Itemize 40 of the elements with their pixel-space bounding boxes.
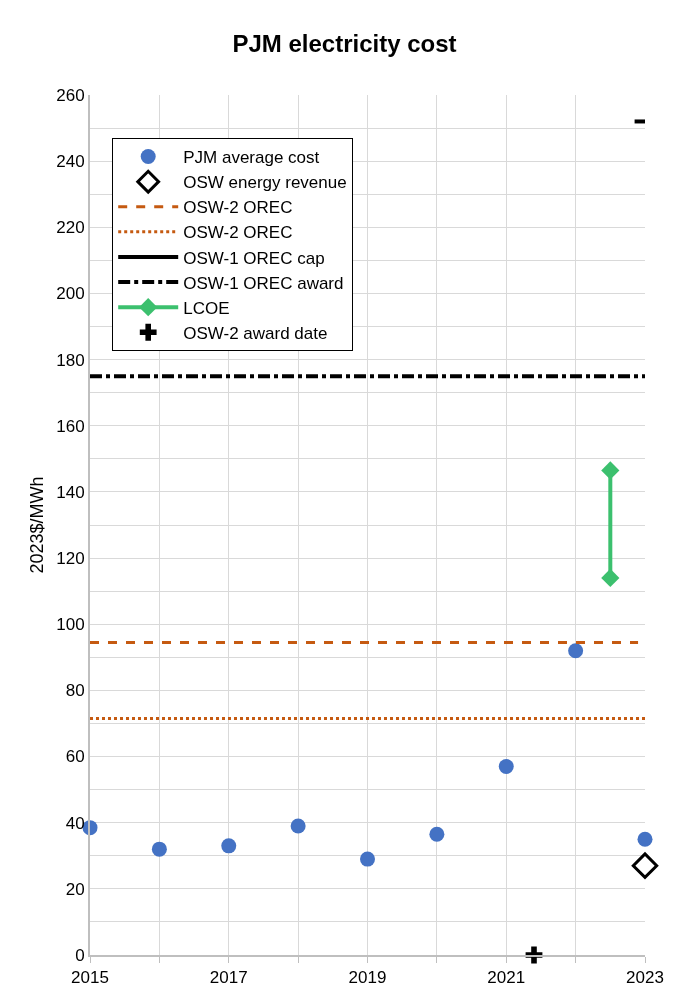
y-tick-label: 260 <box>56 85 85 105</box>
y-tick-label: 40 <box>65 813 85 833</box>
y-tick-label: 180 <box>56 350 85 370</box>
legend-label: OSW-2 award date <box>183 323 328 343</box>
y-tick-label: 200 <box>56 284 85 304</box>
legend-label: PJM average cost <box>183 148 320 168</box>
point <box>360 851 375 867</box>
legend-label: LCOE <box>183 298 230 318</box>
x-tick-label: 2023 <box>626 968 664 988</box>
legend-label: OSW-1 OREC award <box>183 273 344 293</box>
y-tick-label: 120 <box>56 549 85 569</box>
point <box>429 826 445 842</box>
y-tick-label: 140 <box>56 482 85 502</box>
point <box>601 568 620 588</box>
y-tick-label: 100 <box>56 615 85 635</box>
y-tick-label: 80 <box>65 681 85 701</box>
legend-label: OSW-1 OREC cap <box>183 248 325 268</box>
point <box>221 838 237 854</box>
y-tick-label: 0 <box>75 945 85 965</box>
point <box>290 818 306 834</box>
x-tick-label: 2017 <box>209 968 248 988</box>
x-tick-label: 2015 <box>71 968 109 988</box>
legend-label: OSW energy revenue <box>183 173 347 193</box>
point <box>637 831 653 847</box>
legend-label: OSW-2 OREC <box>183 223 293 243</box>
point <box>568 643 584 659</box>
y-tick-label: 160 <box>56 416 85 436</box>
y-tick-label: 220 <box>56 218 85 238</box>
legend-label: OSW-2 OREC <box>183 198 293 218</box>
point <box>498 758 514 774</box>
point <box>601 461 620 480</box>
x-tick-label: 2021 <box>487 968 526 988</box>
chart-title: PJM electricity cost <box>232 29 457 57</box>
y-axis-title: 2023$/MWh <box>27 476 47 574</box>
point <box>631 852 659 879</box>
point <box>151 841 167 857</box>
x-tick-label: 2019 <box>348 968 387 988</box>
y-tick-label: 240 <box>56 152 85 172</box>
y-tick-label: 20 <box>65 879 85 899</box>
y-tick-label: 60 <box>65 747 85 767</box>
